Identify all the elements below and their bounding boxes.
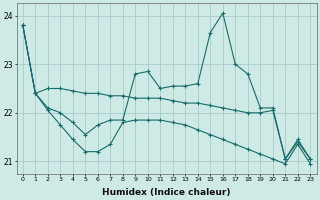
X-axis label: Humidex (Indice chaleur): Humidex (Indice chaleur) — [102, 188, 231, 197]
